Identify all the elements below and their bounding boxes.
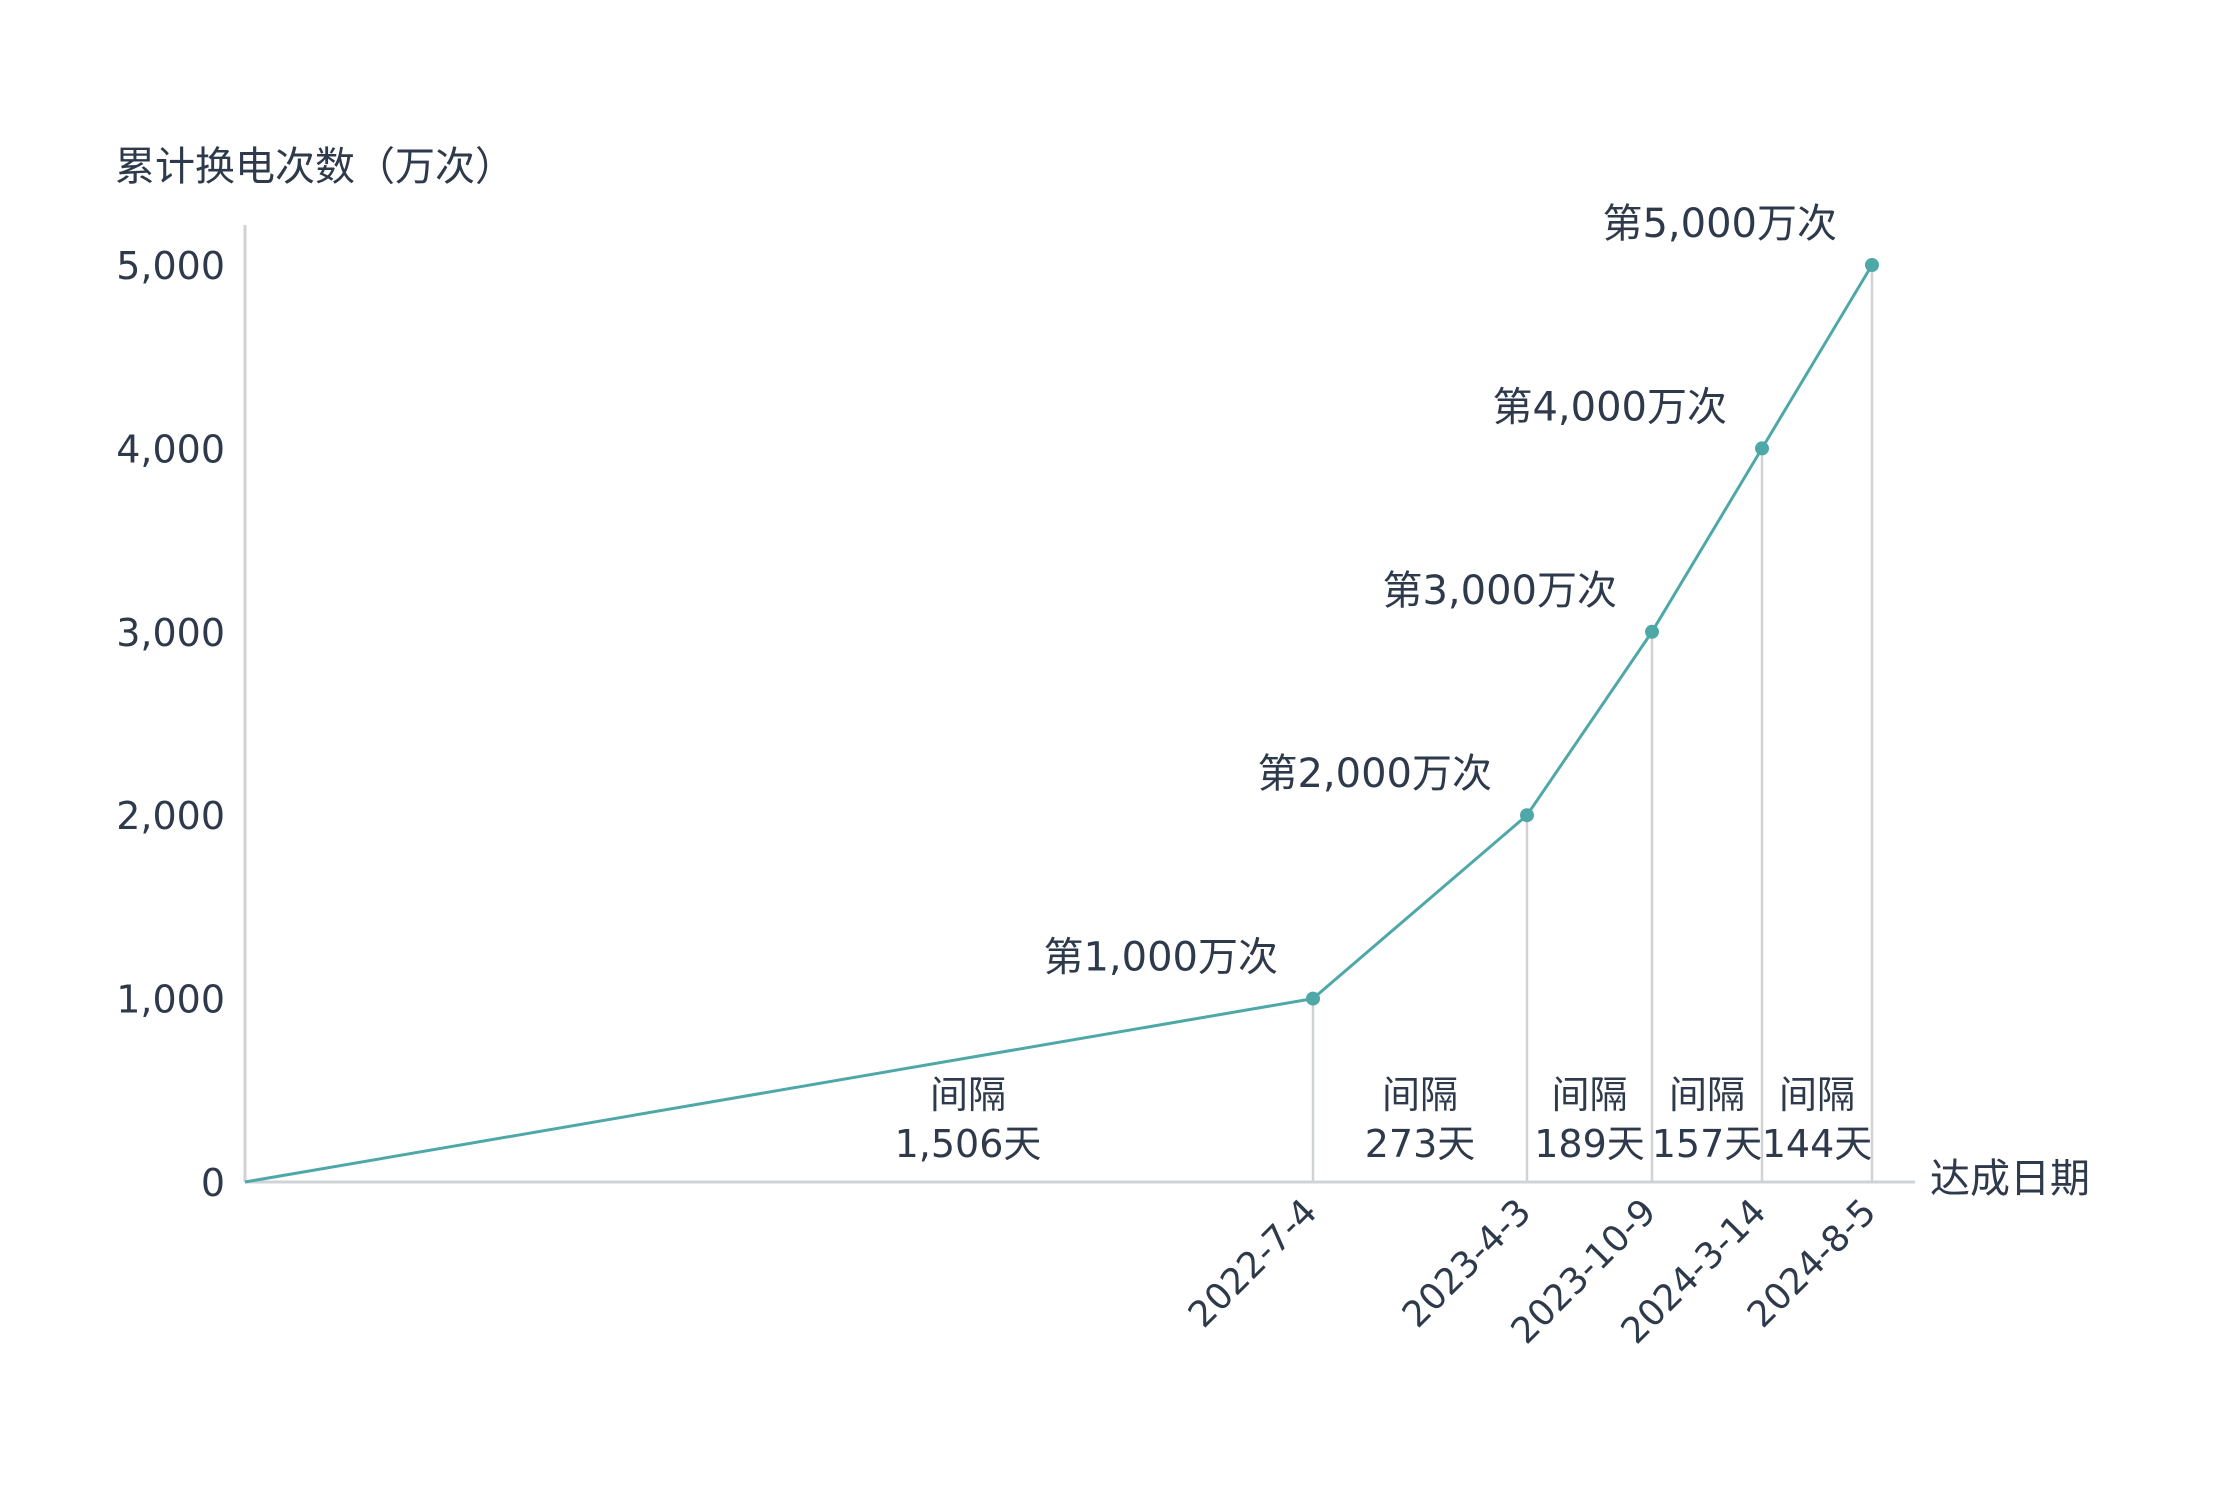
milestone-label: 第5,000万次 <box>1602 201 1837 247</box>
y-tick-label: 3,000 <box>116 611 225 655</box>
gap-days: 144天 <box>1762 1122 1873 1166</box>
gap-label: 间隔 <box>1551 1073 1627 1117</box>
y-axis-title: 累计换电次数（万次） <box>115 144 515 190</box>
data-point <box>1755 441 1769 456</box>
gap-label: 间隔 <box>1382 1073 1458 1117</box>
gap-days: 189天 <box>1534 1122 1645 1166</box>
gap-days: 273天 <box>1365 1122 1476 1166</box>
data-point <box>1645 624 1659 639</box>
milestone-label: 第4,000万次 <box>1492 384 1727 430</box>
y-tick-label: 4,000 <box>116 427 225 471</box>
gap-label: 间隔 <box>930 1073 1006 1117</box>
milestone-label: 第3,000万次 <box>1382 568 1617 614</box>
milestone-label: 第2,000万次 <box>1257 751 1492 797</box>
gap-days: 1,506天 <box>895 1122 1042 1166</box>
y-tick-label: 5,000 <box>116 244 225 288</box>
x-tick-label: 2022-7-4 <box>1181 1191 1326 1336</box>
y-tick-label: 2,000 <box>116 794 225 838</box>
milestone-label: 第1,000万次 <box>1043 935 1278 981</box>
data-point <box>1306 991 1320 1006</box>
gap-label: 间隔 <box>1669 1073 1745 1117</box>
series-line <box>244 264 1874 1184</box>
y-tick-label: 1,000 <box>116 978 225 1022</box>
x-axis-title: 达成日期 <box>1930 1156 2090 1202</box>
data-point <box>1865 258 1879 272</box>
data-point <box>1520 808 1534 823</box>
gap-days: 157天 <box>1652 1122 1763 1166</box>
gap-label: 间隔 <box>1779 1073 1855 1117</box>
y-tick-label: 0 <box>201 1161 225 1205</box>
